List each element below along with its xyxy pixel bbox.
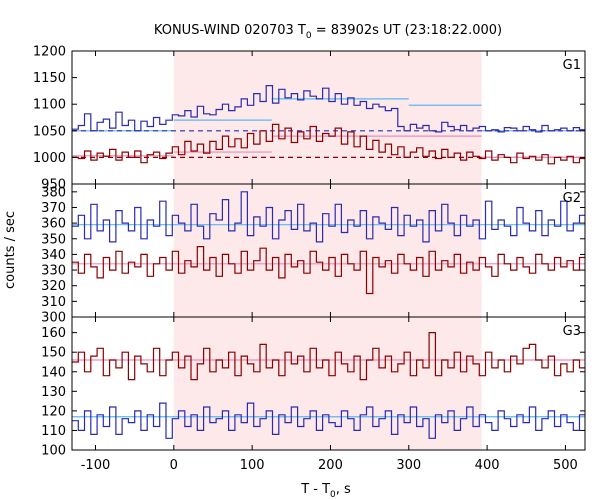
x-tick-label: 400: [475, 458, 500, 473]
y-tick-label: 1100: [33, 98, 66, 113]
y-tick-label: 380: [41, 185, 66, 200]
y-tick-label: 110: [41, 424, 66, 439]
y-tick-label: 950: [41, 178, 66, 193]
y-tick-label: 320: [41, 279, 66, 294]
y-tick-label: 150: [41, 346, 66, 361]
y-axis-title: counts / sec: [3, 211, 18, 289]
series-blue-line: [72, 85, 585, 133]
series-red-line: [72, 246, 585, 295]
x-tick-label: 200: [318, 458, 343, 473]
y-tick-label: 1150: [33, 71, 66, 86]
x-tick-label: -100: [81, 458, 111, 473]
x-tick-label: 0: [170, 458, 178, 473]
panel-label: G1: [563, 58, 581, 73]
panel-plot-area: [72, 191, 585, 295]
series-blue-line: [72, 191, 585, 243]
y-tick-label: 340: [41, 248, 66, 263]
panel-g3: 100 110 120 130 140 150 160 G3: [41, 316, 586, 459]
panel-plot-area: [72, 85, 585, 165]
y-tick-label: 310: [41, 295, 66, 310]
y-tick-label: 1000: [33, 151, 66, 166]
y-tick-label: 130: [41, 385, 66, 400]
x-axis-title: T - T0, s: [300, 482, 351, 500]
y-tick-label: 120: [41, 404, 66, 419]
y-tick-label: 370: [41, 201, 66, 216]
y-tick-label: 1050: [33, 124, 66, 139]
chart-title: KONUS-WIND 020703 T0 = 83902s UT (23:18:…: [154, 23, 502, 41]
y-tick-label: 140: [41, 365, 66, 380]
x-tick-label: 500: [553, 458, 578, 473]
shaded-interval: [173, 51, 482, 450]
panel-label: G3: [563, 324, 581, 339]
y-tick-label: 100: [41, 444, 66, 459]
series-red-line: [72, 332, 585, 381]
y-tick-label: 350: [41, 232, 66, 247]
x-tick-label: 100: [240, 458, 265, 473]
x-tick-label: 300: [396, 458, 421, 473]
y-tick-label: 360: [41, 217, 66, 232]
series-blue-line: [72, 402, 585, 439]
panel-label: G2: [563, 191, 581, 206]
y-tick-label: 300: [41, 311, 66, 326]
y-tick-label: 160: [41, 326, 66, 341]
panel-frame: [71, 316, 586, 451]
y-tick-label: 1200: [33, 45, 66, 60]
panel-g1: 950 1000 1050 1100 1150 1200 G1: [33, 45, 586, 193]
series-red-line: [72, 123, 585, 165]
plot-layer: 95010001050110011501200G1300310320330340…: [33, 45, 586, 473]
panel-plot-area: [72, 332, 585, 439]
y-tick-label: 330: [41, 264, 66, 279]
